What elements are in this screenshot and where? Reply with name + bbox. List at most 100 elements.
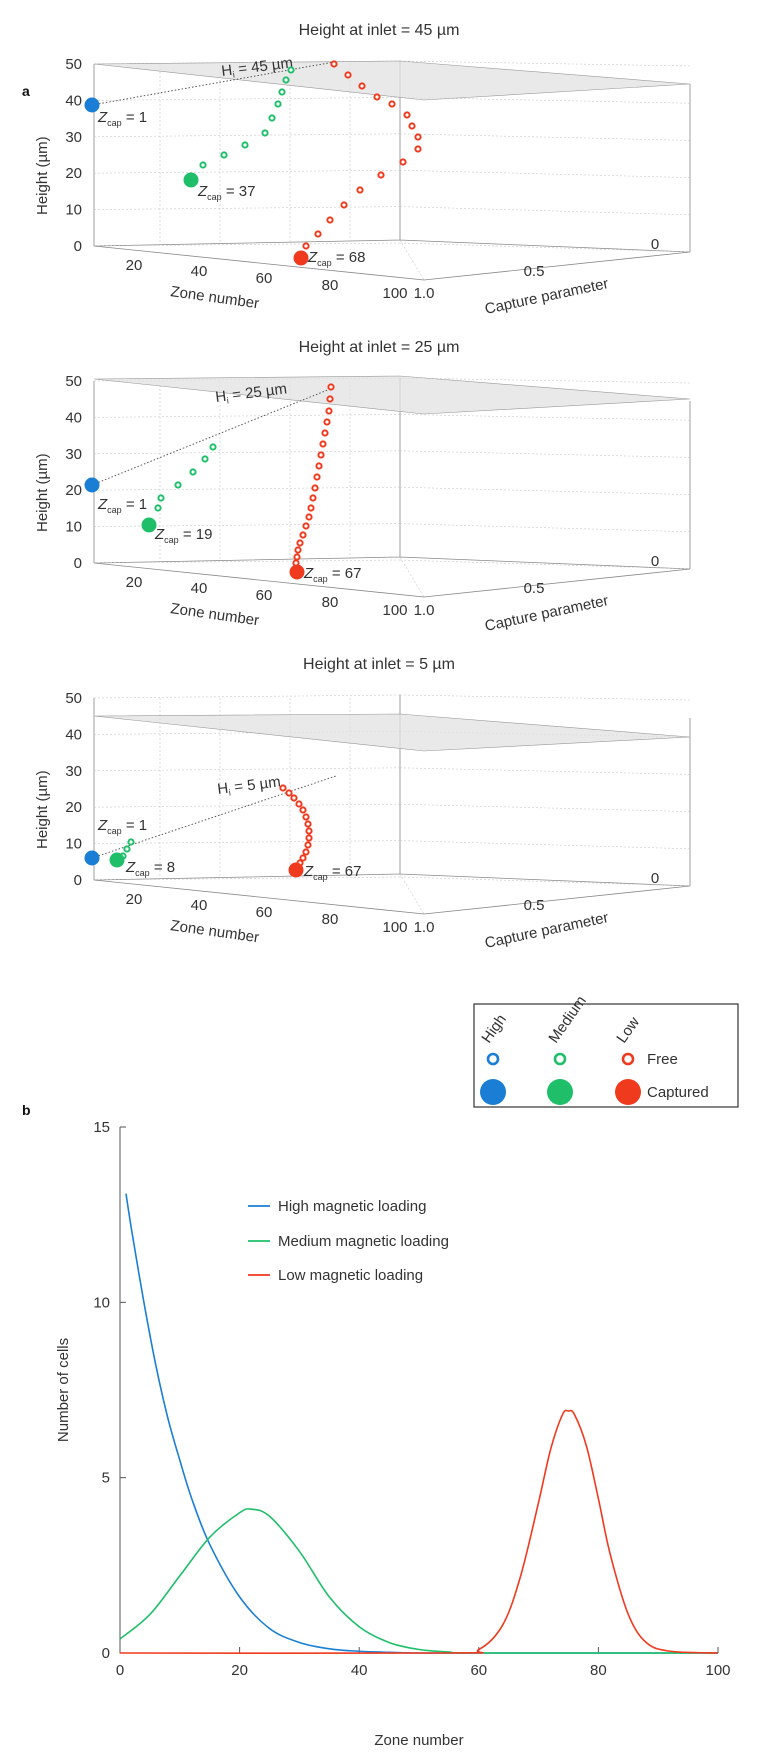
- height-tick-label: 20: [65, 799, 82, 816]
- free-cell-low: [317, 451, 325, 459]
- free-cell-low: [305, 827, 313, 835]
- legend-free-marker: [621, 1052, 635, 1066]
- free-cell-low: [414, 133, 422, 141]
- grid-line-side: [399, 876, 691, 887]
- captured-cell-medium: [141, 517, 157, 533]
- capture-axis-label: Capture parameter: [483, 592, 610, 635]
- free-cell-low: [304, 820, 312, 828]
- free-cell-low: [302, 848, 310, 856]
- height-tick-label: 0: [74, 555, 82, 572]
- panel-title: Height at inlet = 45 µm: [299, 22, 460, 39]
- free-cell-low: [307, 504, 315, 512]
- free-cell-low: [302, 522, 310, 530]
- grid-line-back: [93, 133, 401, 138]
- free-cell-low: [373, 93, 381, 101]
- captured-cell-medium: [183, 172, 199, 188]
- free-cell-low: [358, 82, 366, 90]
- free-cell-low: [305, 513, 313, 521]
- zcap-label-high: Zcap = 1: [97, 817, 147, 836]
- zone-tick-label: 20: [126, 257, 143, 274]
- grid-line-floor: [399, 873, 425, 915]
- height-tick-label: 30: [65, 446, 82, 463]
- free-cell-low: [321, 429, 329, 437]
- legend-entry: Medium magnetic loading: [278, 1233, 449, 1250]
- grid-line-back: [93, 559, 401, 564]
- grid-line-back: [93, 242, 401, 247]
- legend-free-marker: [486, 1052, 500, 1066]
- legend-entry: Low magnetic loading: [278, 1267, 423, 1284]
- grid-line-back: [93, 803, 401, 808]
- zcap-label-high: Zcap = 1: [97, 109, 147, 128]
- free-cell-low: [408, 122, 416, 130]
- capture-tick-label: 0.5: [524, 263, 545, 280]
- grid-line-side: [399, 450, 691, 458]
- box-back-edges: [93, 695, 691, 887]
- y-tick-label: 5: [102, 1470, 110, 1487]
- series-line-1: [119, 1508, 719, 1654]
- grid-line-side: [399, 767, 691, 775]
- capture-tick-label: 1.0: [414, 602, 435, 619]
- grid-line-back: [93, 414, 401, 418]
- capture-tick-label: 0: [651, 553, 659, 570]
- zone-tick-label: 60: [256, 270, 273, 287]
- grid-line-side: [399, 694, 691, 701]
- free-cell-medium: [199, 161, 207, 169]
- free-cell-low: [377, 171, 385, 179]
- zone-tick-label: 100: [382, 285, 407, 302]
- zone-tick-label: 40: [191, 263, 208, 280]
- x-tick-label: 0: [116, 1662, 124, 1679]
- grid-line-side: [399, 840, 691, 850]
- free-cell-low: [414, 145, 422, 153]
- grid-line-side: [399, 414, 691, 421]
- height-axis-label: Height (µm): [34, 136, 51, 215]
- free-cell-medium: [282, 76, 290, 84]
- capture-tick-label: 1.0: [414, 285, 435, 302]
- free-cell-medium: [220, 151, 228, 159]
- free-cell-low: [299, 531, 307, 539]
- grid-line-side: [399, 486, 691, 495]
- free-cell-low: [388, 100, 396, 108]
- grid-line-side: [399, 169, 691, 178]
- zone-tick-label: 100: [382, 602, 407, 619]
- height-tick-label: 40: [65, 409, 82, 426]
- captured-cell-medium: [109, 852, 125, 868]
- box-back-edges: [93, 378, 691, 570]
- grid-line-back: [93, 206, 401, 210]
- grid-line-back: [93, 169, 401, 174]
- zone-tick-label: 60: [256, 587, 273, 604]
- grid-line-side: [399, 377, 691, 384]
- free-cell-low: [302, 242, 310, 250]
- free-cell-medium: [209, 443, 217, 451]
- height-plane: [93, 375, 691, 415]
- panel3d-1: Height at inlet = 45 µm 0 10 20 30 40 50 Height…: [34, 22, 691, 318]
- panel-a-label: a: [22, 83, 30, 99]
- zcap-label-medium: Zcap = 8: [125, 859, 175, 878]
- capture-tick-label: 0.5: [524, 897, 545, 914]
- height-plane: [93, 60, 691, 101]
- box-back-edges: [93, 61, 691, 253]
- free-cell-low: [304, 841, 312, 849]
- zone-tick-label: 100: [382, 919, 407, 936]
- height-tick-label: 0: [74, 238, 82, 255]
- zone-tick-label: 20: [126, 891, 143, 908]
- capture-tick-label: 0: [651, 870, 659, 887]
- legend-row-free: Free: [647, 1051, 678, 1068]
- free-cell-medium: [189, 468, 197, 476]
- zone-axis-label: Zone number: [169, 283, 260, 312]
- free-cell-medium: [241, 141, 249, 149]
- free-cell-low: [309, 494, 317, 502]
- zcap-label-low: Zcap = 67: [303, 863, 361, 882]
- grid-line-back: [93, 486, 401, 491]
- grid-line-side: [399, 60, 691, 67]
- free-cell-low: [305, 834, 313, 842]
- height-tick-label: 40: [65, 726, 82, 743]
- captured-cell-high: [84, 850, 100, 866]
- height-tick-label: 20: [65, 165, 82, 182]
- free-cell-low: [326, 395, 334, 403]
- free-cell-medium: [287, 66, 295, 74]
- legend-row-captured: Captured: [647, 1084, 709, 1101]
- free-cell-low: [295, 800, 303, 808]
- zone-axis-edge: [93, 245, 425, 281]
